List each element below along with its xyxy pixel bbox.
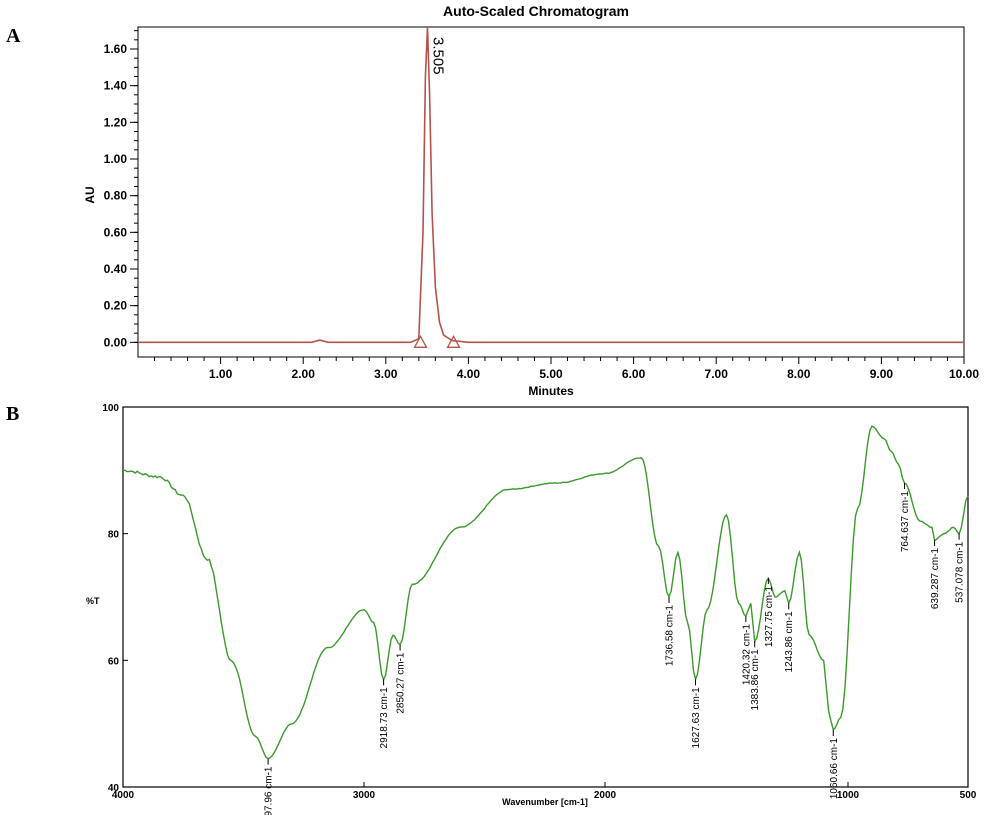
chart-a-y-tick-label: 0.40 [104, 262, 128, 276]
chart-a-y-tick-label: 0.00 [104, 335, 128, 349]
chart-a-ylabel: AU [83, 186, 97, 203]
chart-b-series-line [122, 425, 969, 760]
chart-a-x-tick-label: 1.00 [209, 367, 233, 381]
chart-b-plot-frame [122, 406, 969, 788]
chart-a-x-tick-label: 7.00 [705, 367, 729, 381]
chart-b-peak-label: 1383.86 cm-1 [750, 649, 761, 711]
chart-a-y-tick-label: 1.20 [104, 115, 128, 129]
chart-a-series-line [138, 26, 964, 344]
chart-b-y-tick-label: 60 [108, 656, 120, 667]
chart-b-peak-label: 2850.27 cm-1 [396, 652, 407, 714]
chart-b-x-tick-label: 1000 [837, 790, 860, 801]
chart-b-peak-label: 764.637 cm-1 [900, 491, 911, 553]
chart-a-y-tick-label: 0.80 [104, 189, 128, 203]
chart-b-x-tick-label: 4000 [112, 790, 135, 801]
chart-a-y-tick-label: 1.00 [104, 152, 128, 166]
chart-a-x-tick-label: 6.00 [622, 367, 646, 381]
chart-b-y-tick-label: 80 [108, 530, 120, 541]
chart-a-xlabel: Minutes [528, 384, 574, 398]
chart-b-peak-label: 3397.96 cm-1 [264, 766, 275, 815]
chart-a-y-tick-label: 1.40 [104, 79, 128, 93]
chart-a-y-tick-label: 0.60 [104, 225, 128, 239]
chart-a-integration-marker [413, 334, 428, 348]
chart-b-peak-label: 537.078 cm-1 [955, 541, 966, 603]
chromatogram-chart: Auto-Scaled Chromatogram Minutes AU 1.00… [83, 3, 979, 398]
chart-a-peak-label: 3.505 [430, 37, 447, 75]
chart-a-integration-marker [446, 334, 461, 348]
chart-a-y-tick-label: 0.20 [104, 299, 128, 313]
chart-b-peak-label: 1420.32 cm-1 [741, 624, 752, 686]
chart-a-x-tick-label: 4.00 [457, 367, 481, 381]
panel-letter-b: B [6, 403, 19, 425]
chart-b-x-tick-label: 3000 [353, 790, 376, 801]
chart-b-ylabel: %T [86, 596, 100, 606]
chart-b-x-tick-label: 500 [960, 790, 977, 801]
chart-a-plot-frame [137, 26, 965, 358]
chart-b-xlabel: Wavenumber [cm-1] [502, 797, 588, 807]
chart-b-x-tick-label: 2000 [594, 790, 617, 801]
chart-a-title: Auto-Scaled Chromatogram [443, 3, 629, 19]
chart-a-y-tick-label: 1.60 [104, 42, 128, 56]
chart-b-peak-label: 1627.63 cm-1 [691, 687, 702, 749]
ir-spectrum-chart: Wavenumber [cm-1] %T 4000 3000 2000 1000 500… [86, 403, 977, 815]
chart-b-peak-label: 639.287 cm-1 [930, 548, 941, 610]
chart-a-x-tick-label: 3.00 [374, 367, 398, 381]
chart-a-x-tick-label: 5.00 [539, 367, 563, 381]
chart-b-peak-label: 1327.75 cm-1 [764, 586, 775, 648]
panel-letter-a: A [6, 25, 21, 47]
chart-b-y-tick-label: 100 [102, 403, 119, 414]
chart-b-peak-label: 1243.86 cm-1 [784, 611, 795, 673]
chart-a-x-tick-label: 9.00 [870, 367, 894, 381]
chart-a-x-tick-label: 2.00 [292, 367, 316, 381]
chart-b-peak-label: 1736.58 cm-1 [665, 605, 676, 667]
chart-b-y-tick-label: 40 [108, 783, 120, 794]
chart-a-x-tick-label: 10.00 [949, 367, 979, 381]
chart-b-peak-label: 1060.66 cm-1 [829, 738, 840, 800]
chart-a-x-tick-label: 8.00 [787, 367, 811, 381]
chart-b-peak-label: 2918.73 cm-1 [379, 687, 390, 749]
